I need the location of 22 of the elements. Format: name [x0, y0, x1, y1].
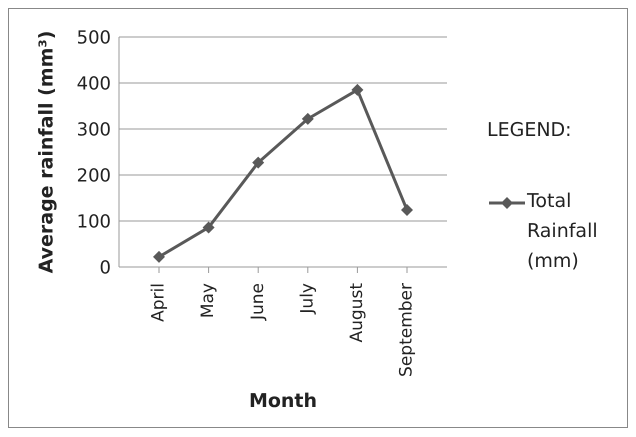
y-tick-label: 0: [100, 257, 111, 278]
x-tick-label: August: [347, 282, 368, 342]
y-axis-title: Average rainfall (mm³): [36, 30, 58, 274]
point: [302, 112, 314, 125]
x-axis-title: Month: [248, 390, 318, 412]
point: [252, 156, 264, 169]
legend-label: Total Rainfall (mm): [527, 189, 599, 274]
point: [153, 250, 165, 263]
y-tick-label: 500: [76, 27, 111, 48]
y-tick-label: 300: [76, 119, 111, 140]
legend-title: LEGEND:: [487, 119, 573, 141]
point: [202, 221, 215, 234]
x-tick-label: July: [297, 283, 318, 315]
x-tick-label: May: [198, 283, 218, 318]
y-tick-label: 100: [76, 211, 111, 232]
y-tick-label: 200: [76, 165, 111, 186]
x-tick-label: June: [248, 283, 268, 322]
y-tick-label: 400: [76, 73, 111, 94]
point: [401, 204, 413, 216]
x-tick-label: April: [148, 283, 169, 322]
point: [351, 84, 364, 96]
x-tick-label: September: [396, 282, 417, 377]
